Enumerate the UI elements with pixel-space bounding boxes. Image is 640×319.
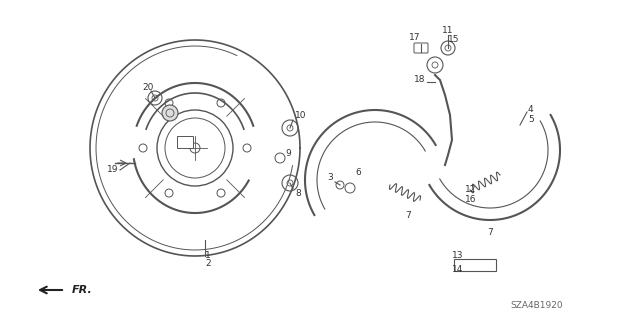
Text: 7: 7 bbox=[405, 211, 411, 220]
FancyBboxPatch shape bbox=[414, 43, 428, 53]
Text: 18: 18 bbox=[413, 75, 425, 84]
Text: 2: 2 bbox=[205, 259, 211, 269]
Text: 13: 13 bbox=[452, 251, 463, 260]
Text: 1: 1 bbox=[205, 250, 211, 259]
Text: 20: 20 bbox=[142, 84, 154, 93]
Text: 11: 11 bbox=[442, 26, 454, 35]
Text: 9: 9 bbox=[285, 149, 291, 158]
Text: 16: 16 bbox=[465, 195, 477, 204]
Text: 6: 6 bbox=[355, 168, 361, 177]
Text: 15: 15 bbox=[448, 35, 460, 44]
Text: 17: 17 bbox=[409, 33, 420, 42]
Text: 19: 19 bbox=[106, 166, 118, 174]
Text: 3: 3 bbox=[327, 173, 333, 182]
FancyBboxPatch shape bbox=[454, 259, 496, 271]
Text: SZA4B1920: SZA4B1920 bbox=[510, 300, 563, 309]
Text: FR.: FR. bbox=[72, 285, 93, 295]
Text: 8: 8 bbox=[295, 189, 301, 197]
Text: 7: 7 bbox=[487, 228, 493, 237]
Text: 12: 12 bbox=[465, 185, 476, 194]
Text: 10: 10 bbox=[295, 112, 307, 121]
Circle shape bbox=[162, 105, 178, 121]
Text: 5: 5 bbox=[528, 115, 534, 124]
Text: 4: 4 bbox=[528, 105, 534, 114]
FancyBboxPatch shape bbox=[177, 136, 193, 148]
Text: 14: 14 bbox=[452, 265, 463, 274]
